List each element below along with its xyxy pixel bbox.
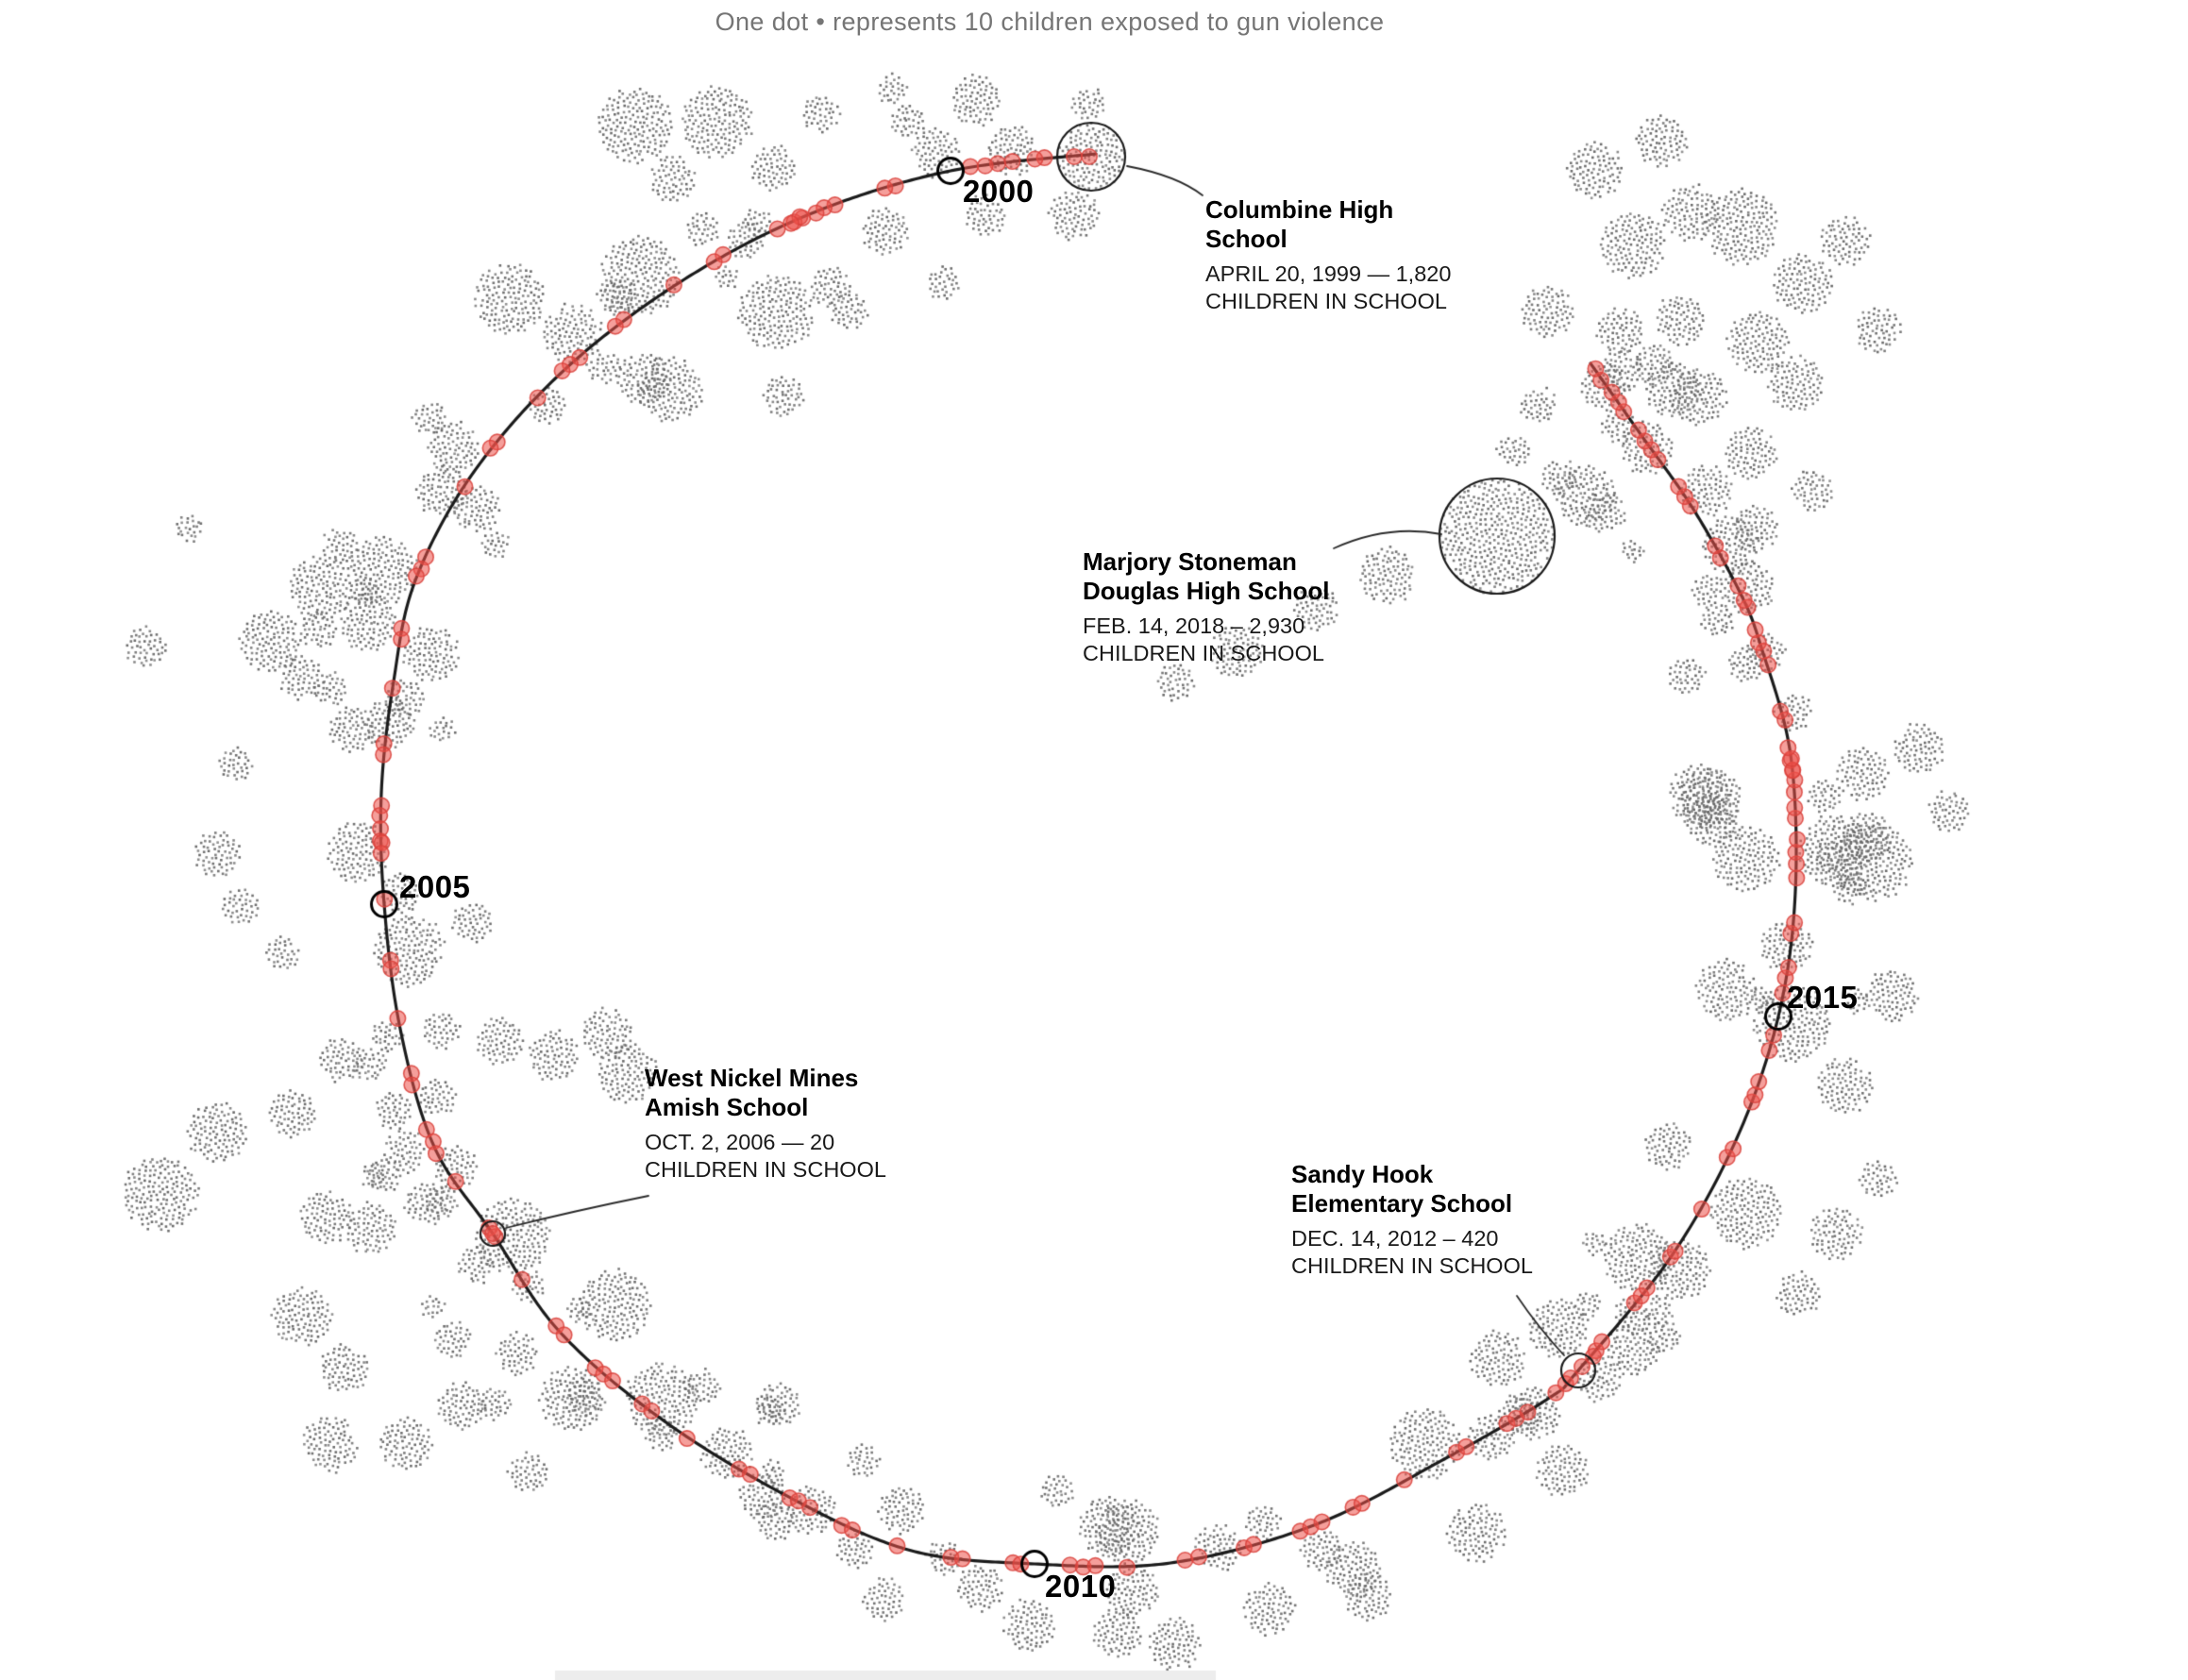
children-in-school-label: CHILDREN IN SCHOOL [1083,641,1324,665]
event-date-count: FEB. 14, 2018 – 2,930 [1083,613,1305,638]
school-name: Columbine High School [1205,195,1394,253]
event-date-count: OCT. 2, 2006 — 20 [645,1130,835,1154]
year-marker-label-2000: 2000 [963,174,1035,209]
children-in-school-label: CHILDREN IN SCHOOL [1291,1253,1533,1278]
year-marker-label-2010: 2010 [1045,1569,1117,1604]
year-marker-label-2005: 2005 [399,869,471,904]
annotation-sandy-hook: Sandy Hook Elementary School DEC. 14, 20… [1291,1160,1546,1280]
school-name: West Nickel Mines Amish School [645,1064,859,1121]
children-in-school-label: CHILDREN IN SCHOOL [645,1157,886,1182]
annotation-west-nickel-mines: West Nickel Mines Amish School OCT. 2, 2… [645,1064,890,1184]
event-date-count: APRIL 20, 1999 — 1,820 [1205,261,1452,286]
legend-text: One dot • represents 10 children exposed… [715,8,1385,36]
year-marker-label-2015: 2015 [1787,980,1859,1015]
event-date-count: DEC. 14, 2012 – 420 [1291,1226,1499,1251]
annotation-columbine: Columbine High School APRIL 20, 1999 — 1… [1205,195,1451,315]
school-name: Marjory Stoneman Douglas High School [1083,547,1330,605]
school-name: Sandy Hook Elementary School [1291,1160,1513,1218]
children-in-school-label: CHILDREN IN SCHOOL [1205,289,1447,313]
annotation-marjory-stoneman-douglas: Marjory Stoneman Douglas High School FEB… [1083,547,1375,667]
